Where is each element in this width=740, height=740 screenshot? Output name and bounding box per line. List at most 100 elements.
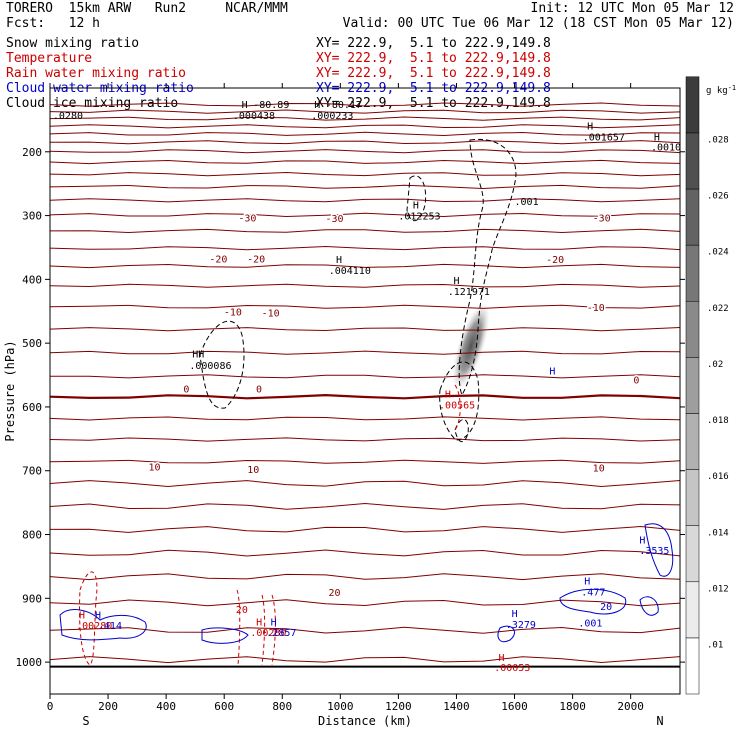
max-annotation: .00280 <box>76 621 112 632</box>
field-xy-cloud-ice: XY= 222.9, 5.1 to 222.9,149.8 <box>316 96 551 111</box>
isotherm-line <box>49 149 681 154</box>
init-time: Init: 12 UTC Mon 05 Mar 12 <box>530 1 735 16</box>
y-tick-label: 200 <box>22 146 42 159</box>
plot-frame <box>49 87 681 695</box>
ice-contour <box>199 320 245 409</box>
max-annotation: H <box>445 390 451 401</box>
x-tick-label: 1200 <box>385 700 412 713</box>
isotherm-line <box>49 437 681 442</box>
max-annotation: .121971 <box>448 287 490 298</box>
colorbar: .01 .012 .014 .016 .018 .02 .022 .024 .026 .028 <box>685 76 729 695</box>
max-annotation: 20 <box>236 605 248 616</box>
ice-contour <box>406 175 427 222</box>
isotherm-label: 10 <box>593 464 605 475</box>
colorbar-tick-label: .01 <box>707 641 723 651</box>
max-annotation: .000438 <box>233 111 275 122</box>
x-tick-label: 800 <box>272 700 292 713</box>
max-annotation: H <box>256 617 262 628</box>
isotherm-label: 0 <box>633 376 639 387</box>
colorbar-swatch <box>685 581 700 639</box>
max-annotation: -80.89 <box>253 100 289 111</box>
max-annotation: H <box>242 100 248 111</box>
isotherm-label: 0 <box>256 384 262 395</box>
max-annotation: .000233 <box>311 111 353 122</box>
x-tick-label: 600 <box>214 700 234 713</box>
org-label: NCAR/MMM <box>225 1 288 16</box>
max-annotation: H <box>587 122 593 133</box>
max-annotation: -80.17 <box>326 100 362 111</box>
max-annotation: H <box>654 132 660 143</box>
isotherm-label: -20 <box>546 255 564 266</box>
isotherm-line <box>49 626 681 634</box>
isotherm-line <box>49 502 681 510</box>
isotherm-line <box>49 350 681 355</box>
max-annotation: .477 <box>581 587 605 598</box>
isotherm-line <box>49 480 681 488</box>
colorbar-tick-label: .022 <box>707 304 729 314</box>
max-annotation: .0010 <box>651 143 681 154</box>
valid-time: Valid: 00 UTC Tue 06 Mar 12 (18 CST Mon … <box>342 16 734 31</box>
y-tick-label: 1000 <box>16 656 43 669</box>
max-annotation: .00053 <box>494 663 530 674</box>
rain-contour <box>454 384 461 431</box>
field-xy-temperature: XY= 222.9, 5.1 to 222.9,149.8 <box>316 51 551 66</box>
colorbar-swatch <box>685 76 700 134</box>
south-label: S <box>82 714 89 728</box>
ice-contour <box>458 138 517 397</box>
isotherm-line <box>49 573 681 581</box>
max-annotation: H <box>314 100 320 111</box>
cloud-water-contour <box>644 523 674 577</box>
isotherm-line <box>49 459 681 464</box>
isotherm-label: -30 <box>325 214 343 225</box>
cloud-water-contour <box>497 625 515 643</box>
isotherm-label: -10 <box>224 307 242 318</box>
isotherm-label: -20 <box>247 254 265 265</box>
snow-shading <box>452 302 490 391</box>
max-annotation: H <box>79 610 85 621</box>
max-annotation: H <box>639 536 645 547</box>
colorbar-tick-label: .028 <box>707 136 729 146</box>
colorbar-tick-label: .026 <box>707 192 729 202</box>
isotherm-label: 20 <box>328 588 340 599</box>
max-annotation: .00280 <box>250 628 286 639</box>
colorbar-swatch <box>685 525 700 583</box>
isotherm-line <box>49 109 681 114</box>
grid-label: 15km ARW <box>68 1 132 16</box>
isotherm-label: -30 <box>238 213 256 224</box>
max-annotation: .001 <box>515 197 539 208</box>
max-annotation: .001 <box>578 619 602 630</box>
model-name: TORERO <box>6 1 53 16</box>
colorbar-swatch <box>685 300 700 358</box>
y-tick-label: 500 <box>22 337 42 350</box>
isotherm-line <box>49 304 681 309</box>
rain-contour <box>236 589 241 666</box>
colorbar-swatch <box>685 188 700 246</box>
isotherm-label: -10 <box>587 303 605 314</box>
isotherm-line <box>49 283 681 288</box>
colorbar-unit: g kg-1 <box>706 84 736 96</box>
isotherm-line <box>49 416 681 421</box>
isotherm-label: -30 <box>593 213 611 224</box>
colorbar-swatch <box>685 244 700 302</box>
isotherm-line <box>49 198 681 203</box>
field-label-cloud-ice: Cloud ice mixing ratio <box>6 96 179 111</box>
y-tick-label: 300 <box>22 210 42 223</box>
max-annotation: .00565 <box>439 400 475 411</box>
max-annotation: .3535 <box>639 546 669 557</box>
max-annotation: H <box>454 276 460 287</box>
max-annotation: .000086 <box>189 361 231 372</box>
isotherm-line <box>49 263 681 269</box>
field-label-snow: Snow mixing ratio <box>6 36 140 51</box>
x-axis-label: Distance (km) <box>318 714 412 728</box>
north-label: N <box>656 714 663 728</box>
max-annotation: H <box>584 576 590 587</box>
cloud-water-contour <box>639 596 659 616</box>
isotherm-line <box>49 549 681 557</box>
y-tick-label: 700 <box>22 465 42 478</box>
max-annotation: .3279 <box>506 620 536 631</box>
max-annotation: .001657 <box>583 132 625 143</box>
ice-contour <box>439 361 480 441</box>
isotherm-line <box>49 393 681 400</box>
max-annotation: HH <box>192 349 204 360</box>
